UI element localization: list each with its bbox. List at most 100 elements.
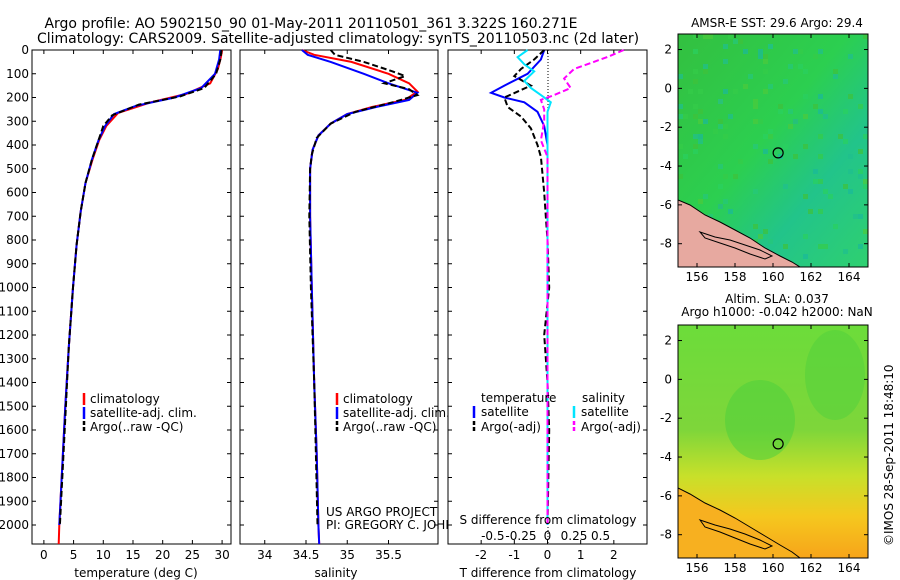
sst-pixel (863, 134, 868, 139)
sst-pixel (678, 114, 683, 119)
sst-pixel (728, 34, 733, 39)
sst-pixel (758, 49, 763, 54)
legend-header-salinity: salinity (582, 391, 625, 405)
sst-pixel (813, 104, 818, 109)
sst-pixel (793, 119, 798, 124)
sst-pixel (753, 144, 758, 149)
sst-pixel (863, 184, 868, 189)
sst-pixel (753, 104, 758, 109)
legend-label-t-argo: Argo(-adj) (481, 420, 541, 434)
sst-pixel (853, 214, 858, 219)
sst-pixel (798, 49, 803, 54)
map-x-tick-label: 156 (686, 561, 709, 575)
sst-pixel (788, 124, 793, 129)
legend-label-argo: Argo(..raw -QC) (343, 420, 436, 434)
map-y-tick-label: 0 (664, 372, 672, 386)
map-y-tick-label: 0 (664, 81, 672, 95)
temperature-axes-frame (31, 49, 232, 545)
figure-title-line1: Argo profile: AO 5902150_90 01-May-2011 … (44, 16, 577, 32)
sst-pixel (753, 224, 758, 229)
sst-pixel (818, 94, 823, 99)
series-t-argo (503, 49, 551, 526)
x-tick-label: 20 (155, 548, 170, 562)
sst-pixel (763, 59, 768, 64)
sst-pixel (813, 169, 818, 174)
sst-pixel (693, 144, 698, 149)
sst-pixel (858, 174, 863, 179)
sst-pixel (768, 134, 773, 139)
sst-pixel (758, 54, 763, 59)
sst-pixel (763, 149, 768, 154)
series-argo (308, 49, 420, 526)
s-tick-label: 0.5 (591, 529, 610, 543)
sst-pixel (808, 209, 813, 214)
sst-pixel (678, 74, 683, 79)
y-tick-label: 2000 (0, 518, 29, 532)
s-difference-label: S difference from climatology (460, 513, 637, 527)
sst-pixel (803, 254, 808, 259)
sst-pixel (678, 144, 683, 149)
sst-pixel (693, 34, 698, 39)
sst-pixel (728, 209, 733, 214)
sst-pixel (758, 119, 763, 124)
sst-pixel (713, 129, 718, 134)
x-tick-label: 10 (96, 548, 111, 562)
sst-pixel (733, 174, 738, 179)
y-tick-label: 300 (6, 114, 29, 128)
sst-pixel (698, 109, 703, 114)
temperature-x-label: temperature (deg C) (74, 566, 197, 580)
sst-pixel (753, 189, 758, 194)
temperature-legend: climatology satellite-adj. clim. Argo(..… (82, 392, 197, 434)
sst-pixel (848, 189, 853, 194)
salinity-profiles (301, 49, 420, 545)
sla-map-title-line1: Altim. SLA: 0.037 (725, 292, 829, 306)
s-tick-label: 0.25 (561, 529, 588, 543)
sst-pixel (718, 184, 723, 189)
salinity-x-label: salinity (314, 566, 357, 580)
map-y-tick-label: -2 (660, 411, 672, 425)
legend-label-satellite: satellite-adj. clim. (90, 406, 197, 420)
y-tick-label: 100 (6, 67, 29, 81)
t-difference-label: T difference from climatology (459, 566, 637, 580)
y-tick-label: 1800 (0, 471, 29, 485)
coastline-new-guinea (678, 199, 801, 267)
sst-pixel (768, 159, 773, 164)
sst-map: AMSR-E SST: 29.6 Argo: 29.4 156 158 160 162… (660, 16, 869, 284)
map-y-tick-label: -4 (660, 450, 672, 464)
map-x-tick-label: 158 (724, 561, 747, 575)
sst-pixel (818, 109, 823, 114)
series-s-satellite (516, 49, 552, 525)
sst-pixel (843, 109, 848, 114)
temperature-x-axis: 0 5 10 15 20 25 30 (40, 50, 230, 562)
legend-label-climatology: climatology (90, 392, 160, 406)
map-y-tick-label: -4 (660, 159, 672, 173)
sst-pixel (763, 229, 768, 234)
map-y-tick-label: 2 (664, 43, 672, 57)
sst-pixel (703, 194, 708, 199)
sst-pixel (703, 119, 708, 124)
x-tick-label: 5 (70, 548, 78, 562)
sla-low-blob (805, 330, 865, 420)
argo-position-marker (772, 147, 784, 159)
sst-pixel (698, 139, 703, 144)
sst-pixel (783, 244, 788, 249)
x-tick-label: 34 (257, 548, 272, 562)
difference-panel: -2 -1 0 1 2 -0.5 -0.25 0 0.25 0.5 S difference f… (447, 49, 648, 580)
sst-pixel (783, 184, 788, 189)
y-tick-label: 1100 (0, 304, 29, 318)
x-tick-label: 0 (544, 548, 552, 562)
map-x-tick-label: 156 (686, 270, 709, 284)
legend-label-s-satellite: satellite (581, 405, 629, 419)
sst-pixel (763, 54, 768, 59)
x-tick-label: 0 (40, 548, 48, 562)
sst-pixel (678, 104, 683, 109)
sla-low-blob (725, 380, 795, 460)
sst-pixel (813, 179, 818, 184)
argo-position-marker (772, 438, 784, 450)
map-y-tick-label: -8 (660, 237, 672, 251)
salinity-legend: climatology satellite-adj. clim. Argo(..… (335, 392, 450, 434)
sst-pixel (693, 114, 698, 119)
sst-pixel (723, 89, 728, 94)
x-tick-label: 35.5 (375, 548, 402, 562)
